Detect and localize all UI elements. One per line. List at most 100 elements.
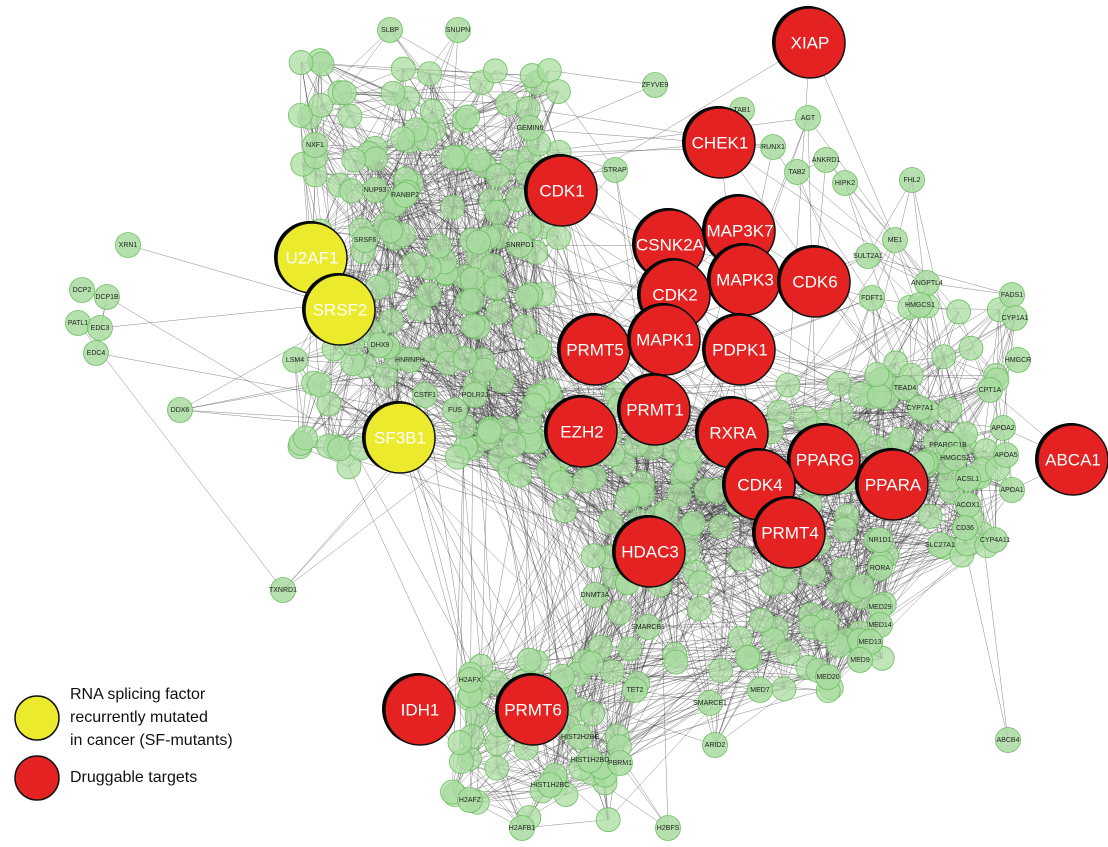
edge — [871, 297, 991, 391]
edge — [179, 382, 314, 411]
gene-label: MED7 — [750, 687, 770, 694]
gene-label: AGT — [801, 115, 816, 122]
edge — [699, 608, 774, 641]
druggable-node-label: XIAP — [791, 33, 830, 52]
edge — [179, 409, 390, 431]
gene-node — [378, 218, 403, 244]
gene-label: H2AFZ — [459, 797, 482, 804]
gene-node — [864, 362, 890, 387]
gene-node — [401, 252, 427, 277]
legend-swatch — [14, 755, 60, 801]
edge — [409, 140, 492, 201]
gene-node — [572, 468, 598, 493]
edge — [344, 92, 461, 158]
druggable-node-label: CDK1 — [539, 181, 584, 200]
gene-node — [735, 645, 761, 670]
gene-node — [831, 556, 856, 582]
edge — [352, 343, 525, 681]
gene-label: MED13 — [858, 639, 881, 646]
druggable-node-label: PRMT5 — [566, 340, 624, 359]
gene-label: NUP93 — [364, 187, 387, 194]
gene-node — [416, 281, 442, 307]
gene-node — [455, 104, 481, 130]
gene-label: STRAP — [603, 167, 627, 174]
gene-label: DDX6 — [171, 407, 190, 414]
druggable-node-label: ABCA1 — [1045, 450, 1101, 469]
edge — [719, 305, 928, 421]
gene-node — [708, 658, 734, 684]
gene-node — [337, 103, 363, 129]
gene-node — [579, 650, 604, 676]
edge — [867, 179, 913, 257]
gene-node — [495, 91, 521, 117]
gene-node — [545, 79, 571, 104]
gene-label: CYP4A11 — [980, 537, 1010, 544]
edge — [403, 68, 468, 118]
gene-node — [771, 676, 797, 702]
gene-node — [536, 58, 562, 83]
gene-node — [581, 543, 606, 569]
edge — [300, 115, 472, 241]
gene-label: HIPK2 — [835, 180, 855, 187]
edge — [459, 91, 559, 159]
edge — [348, 466, 473, 737]
gene-label: SNUPN — [446, 27, 471, 34]
gene-label: EDC4 — [87, 350, 106, 357]
legend-label: in cancer (SF-mutants) — [70, 732, 233, 749]
legend-label: recurrently mutated — [70, 709, 208, 726]
edge — [431, 276, 466, 350]
gene-label: SRSF6 — [354, 237, 377, 244]
edge — [294, 359, 306, 439]
gene-label: RUNX1 — [761, 144, 785, 151]
gene-node — [331, 80, 357, 106]
legend-label: Druggable targets — [70, 769, 197, 786]
druggable-node-label: PRMT1 — [626, 400, 684, 419]
edge — [452, 426, 465, 793]
edge — [787, 305, 928, 386]
gene-label: DCP2 — [73, 287, 92, 294]
edge — [607, 639, 774, 820]
gene-node — [832, 517, 858, 542]
druggable-node-label: RXRA — [709, 423, 757, 442]
gene-node — [867, 383, 892, 409]
druggable-node-label: PDPK1 — [712, 340, 768, 359]
gene-node — [826, 371, 852, 397]
gene-node — [775, 640, 801, 666]
edge — [911, 311, 959, 376]
gene-node — [459, 287, 485, 313]
gene-label: ME1 — [888, 237, 903, 244]
gene-label: RANBP2 — [391, 192, 419, 199]
edge — [611, 582, 628, 672]
gene-node — [521, 392, 547, 418]
legend: RNA splicing factor recurrently mutated in… — [14, 686, 233, 801]
edge — [809, 42, 896, 241]
gene-label: CYP7A1 — [907, 405, 934, 412]
edge — [489, 91, 559, 284]
gene-label: PATL1 — [68, 320, 88, 327]
gene-node — [484, 199, 510, 225]
gene-node — [288, 50, 314, 75]
gene-label: MED20 — [816, 674, 839, 681]
edge — [454, 687, 832, 795]
gene-label: ANKRD1 — [812, 157, 841, 164]
edge — [77, 322, 284, 591]
edge — [619, 702, 711, 764]
gene-node — [484, 755, 510, 781]
legend-label: RNA splicing factor — [70, 686, 206, 703]
edge — [549, 70, 656, 86]
edge — [319, 384, 660, 390]
gene-label: NR1D1 — [869, 537, 892, 544]
edge — [654, 409, 669, 829]
edge — [460, 157, 472, 241]
gene-label: APOA1 — [1000, 487, 1023, 494]
gene-node — [813, 618, 839, 644]
gene-node — [595, 807, 621, 833]
gene-label: XRN1 — [119, 242, 138, 249]
edge — [693, 523, 829, 678]
gene-label: APOA5 — [994, 452, 1017, 459]
gene-node — [680, 510, 706, 536]
edge — [548, 237, 559, 391]
sf-mutant-node-label: SF3B1 — [374, 428, 426, 447]
gene-label: PBRM1 — [608, 760, 632, 767]
